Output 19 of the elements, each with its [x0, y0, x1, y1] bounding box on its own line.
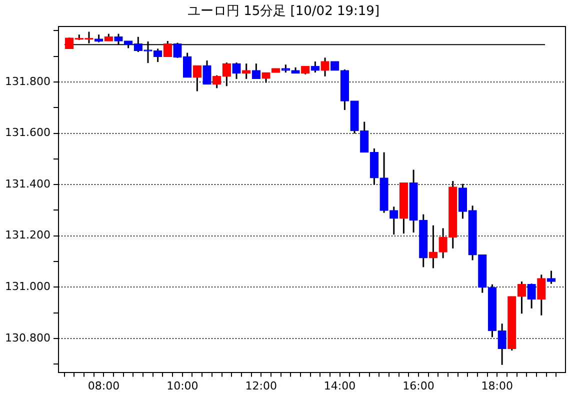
- candlestick: [390, 206, 398, 236]
- y-tick-label: 131.200: [4, 228, 50, 242]
- y-tick-label: 130.800: [4, 331, 50, 344]
- y-tick-label: 131.400: [4, 177, 50, 190]
- x-tick-label: 12:00: [245, 379, 277, 392]
- candlestick: [310, 60, 320, 74]
- x-tick-label: 08:00: [88, 379, 120, 392]
- x-tick-label: 10:00: [166, 379, 198, 392]
- x-tick-label: 14:00: [324, 379, 356, 392]
- y-tick-label: 131.600: [4, 126, 50, 140]
- candlestick: [320, 56, 330, 78]
- candlestick: [242, 62, 251, 80]
- candlestick: [232, 62, 241, 80]
- y-tick-label: 131.800: [4, 74, 50, 88]
- x-tick-label: 16:00: [402, 379, 434, 392]
- y-tick-label: 131.000: [4, 280, 50, 294]
- candlestick: [546, 270, 556, 285]
- x-tick-label: 18:00: [481, 379, 513, 392]
- chart-title: ユーロ円 15分足 [10/02 19:19]: [187, 4, 380, 20]
